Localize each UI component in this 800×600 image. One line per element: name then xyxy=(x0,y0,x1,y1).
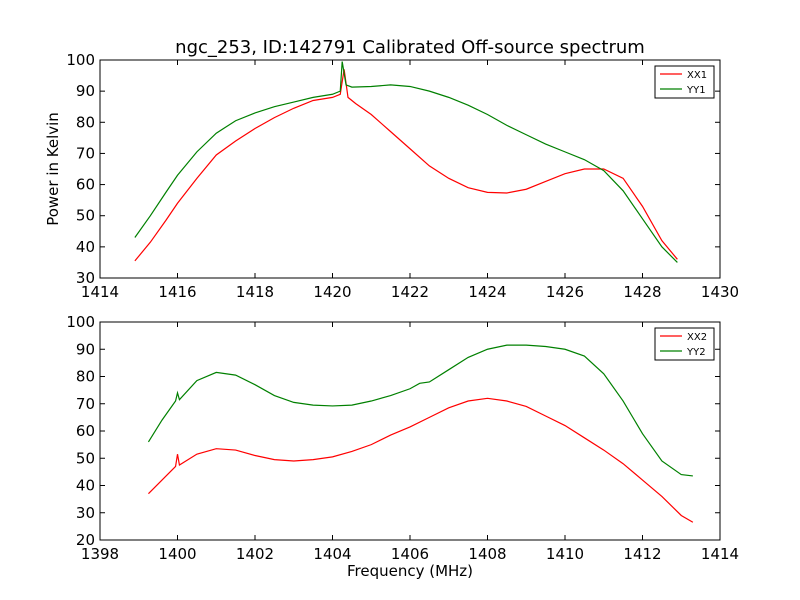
top-y-tick-label: 70 xyxy=(76,144,95,162)
bottom-x-tick-label: 1412 xyxy=(623,545,661,563)
bottom-legend-box xyxy=(654,327,715,361)
legend-label-xx2: XX2 xyxy=(687,332,707,343)
top-x-tick-label: 1422 xyxy=(391,283,429,301)
bottom-x-tick-label: 1404 xyxy=(313,545,351,563)
bottom-y-tick-label: 50 xyxy=(76,449,95,467)
bottom-x-tick-label: 1406 xyxy=(391,545,429,563)
top-x-tick-label: 1416 xyxy=(158,283,196,301)
top-x-tick-label: 1424 xyxy=(468,283,506,301)
bottom-y-ticks: 20 30 40 50 60 70 80 90 100 xyxy=(66,313,720,549)
series-line-yy2 xyxy=(147,344,693,477)
bottom-x-tick-label: 1410 xyxy=(546,545,584,563)
top-y-tick-label: 90 xyxy=(76,82,95,100)
bottom-x-tick-label: 1402 xyxy=(236,545,274,563)
top-x-tick-label: 1418 xyxy=(236,283,274,301)
legend-label-yy2: YY2 xyxy=(686,347,706,358)
top-legend: XX1 YY1 xyxy=(654,65,715,99)
bottom-plot-area: 1398 1400 1402 1404 1406 1408 1410 1412 1414 20 3… xyxy=(66,313,739,563)
top-y-tick-label: 80 xyxy=(76,113,95,131)
legend-label-xx1: XX1 xyxy=(687,70,707,81)
top-y-tick-label: 60 xyxy=(76,176,95,194)
x-axis-label: Frequency (MHz) xyxy=(347,562,473,580)
bottom-x-tick-label: 1414 xyxy=(701,545,739,563)
bottom-y-tick-label: 60 xyxy=(76,422,95,440)
bottom-x-ticks: 1398 1400 1402 1404 1406 1408 1410 1412 1414 xyxy=(81,322,739,563)
bottom-x-tick-label: 1408 xyxy=(468,545,506,563)
top-y-tick-label: 100 xyxy=(66,51,95,69)
bottom-y-tick-label: 70 xyxy=(76,395,95,413)
top-x-tick-label: 1420 xyxy=(313,283,351,301)
series-line-yy1 xyxy=(134,61,678,263)
bottom-x-tick-label: 1400 xyxy=(158,545,196,563)
top-x-tick-label: 1414 xyxy=(81,283,119,301)
top-y-ticks: 30 40 50 60 70 80 90 100 xyxy=(66,51,720,287)
top-y-tick-label: 40 xyxy=(76,238,95,256)
bottom-y-tick-label: 30 xyxy=(76,504,95,522)
series-line-xx1 xyxy=(134,69,678,262)
top-y-tick-label: 30 xyxy=(76,269,95,287)
bottom-y-tick-label: 40 xyxy=(76,477,95,495)
top-plot-area: 1414 1416 1418 1420 1422 1424 1426 1428 1430 30 4… xyxy=(66,51,739,301)
top-legend-box xyxy=(654,65,715,99)
series-line-xx2 xyxy=(148,397,694,523)
top-x-ticks: 1414 1416 1418 1420 1422 1424 1426 1428 1430 xyxy=(81,60,739,301)
y-axis-label: Power in Kelvin xyxy=(44,112,62,226)
bottom-y-tick-label: 100 xyxy=(66,313,95,331)
top-x-tick-label: 1426 xyxy=(546,283,584,301)
chart-title: ngc_253, ID:142791 Calibrated Off-source… xyxy=(175,37,645,58)
bottom-legend: XX2 YY2 xyxy=(654,327,715,361)
top-series-layer xyxy=(134,61,678,263)
bottom-x-tick-label: 1398 xyxy=(81,545,119,563)
bottom-y-tick-label: 90 xyxy=(76,340,95,358)
bottom-series-layer xyxy=(147,344,694,523)
legend-label-yy1: YY1 xyxy=(686,85,706,96)
bottom-y-tick-label: 20 xyxy=(76,531,95,549)
bottom-y-tick-label: 80 xyxy=(76,368,95,386)
top-x-tick-label: 1428 xyxy=(623,283,661,301)
top-x-tick-label: 1430 xyxy=(701,283,739,301)
top-y-tick-label: 50 xyxy=(76,207,95,225)
